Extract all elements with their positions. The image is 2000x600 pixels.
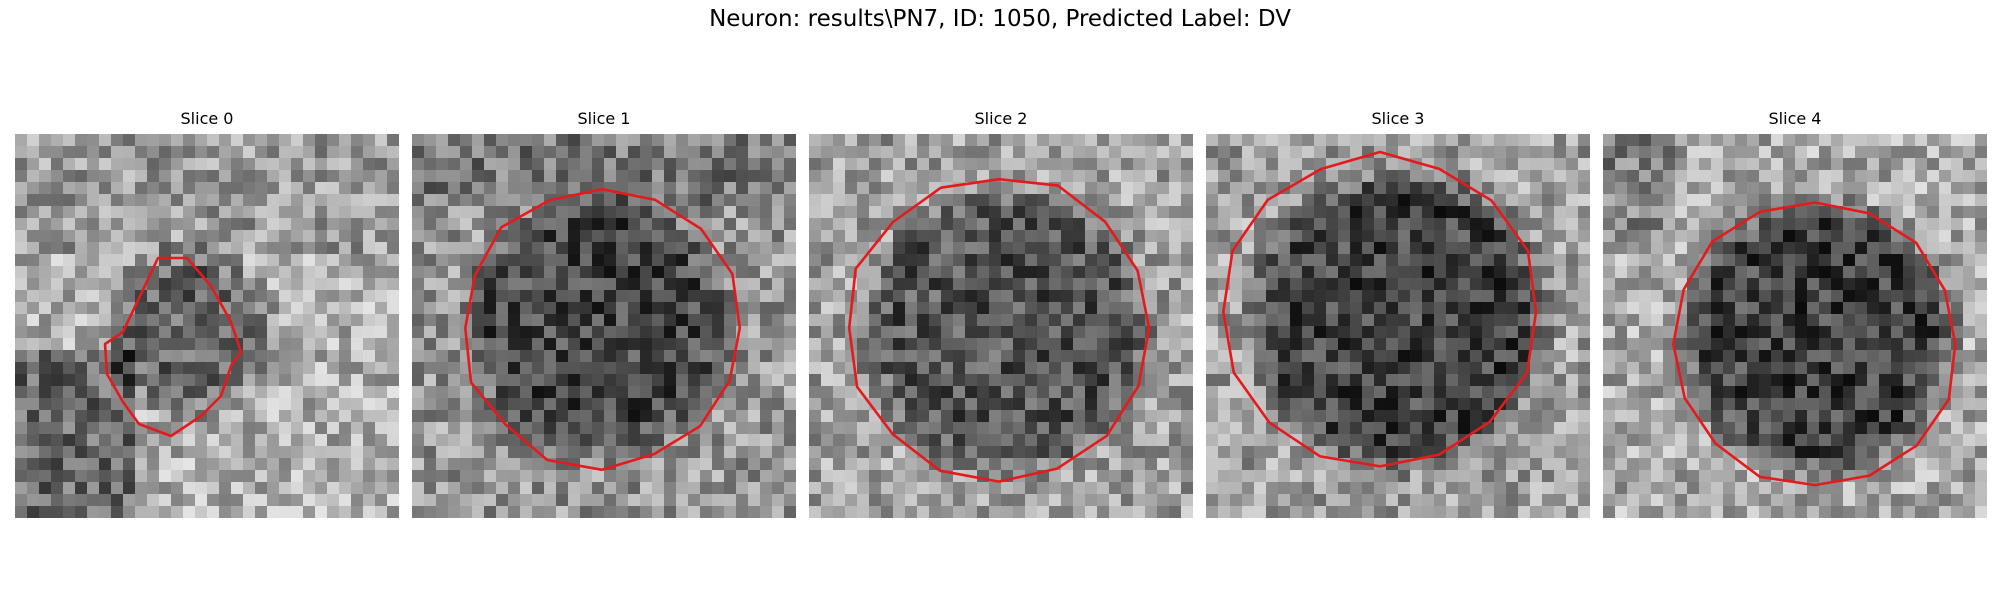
slice-title: Slice 4 xyxy=(1768,109,1822,128)
pixel-grid xyxy=(412,134,796,518)
roi-contour xyxy=(1672,201,1957,487)
slice-panel-4: Slice 4 xyxy=(1603,108,1987,518)
slice-image xyxy=(15,134,399,518)
slice-panel-2: Slice 2 xyxy=(809,108,1193,518)
pixel-grid xyxy=(1603,134,1987,518)
slice-panel-0: Slice 0 xyxy=(15,108,399,518)
roi-contour xyxy=(1221,150,1538,468)
roi-contour xyxy=(847,177,1151,483)
slice-image xyxy=(1206,134,1590,518)
slice-panel-1: Slice 1 xyxy=(412,108,796,518)
slice-title: Slice 0 xyxy=(180,109,234,128)
slice-title: Slice 1 xyxy=(577,109,631,128)
pixel-grid xyxy=(1206,134,1590,518)
slice-image xyxy=(412,134,796,518)
slice-image xyxy=(809,134,1193,518)
pixel-grid xyxy=(15,134,399,518)
slice-panel-3: Slice 3 xyxy=(1206,108,1590,518)
pixel-grid xyxy=(809,134,1193,518)
slice-image xyxy=(1603,134,1987,518)
roi-contour xyxy=(103,256,243,438)
slice-title: Slice 2 xyxy=(974,109,1028,128)
figure-title: Neuron: results\PN7, ID: 1050, Predicted… xyxy=(709,6,1291,32)
slice-title: Slice 3 xyxy=(1371,109,1425,128)
roi-contour xyxy=(463,187,742,472)
